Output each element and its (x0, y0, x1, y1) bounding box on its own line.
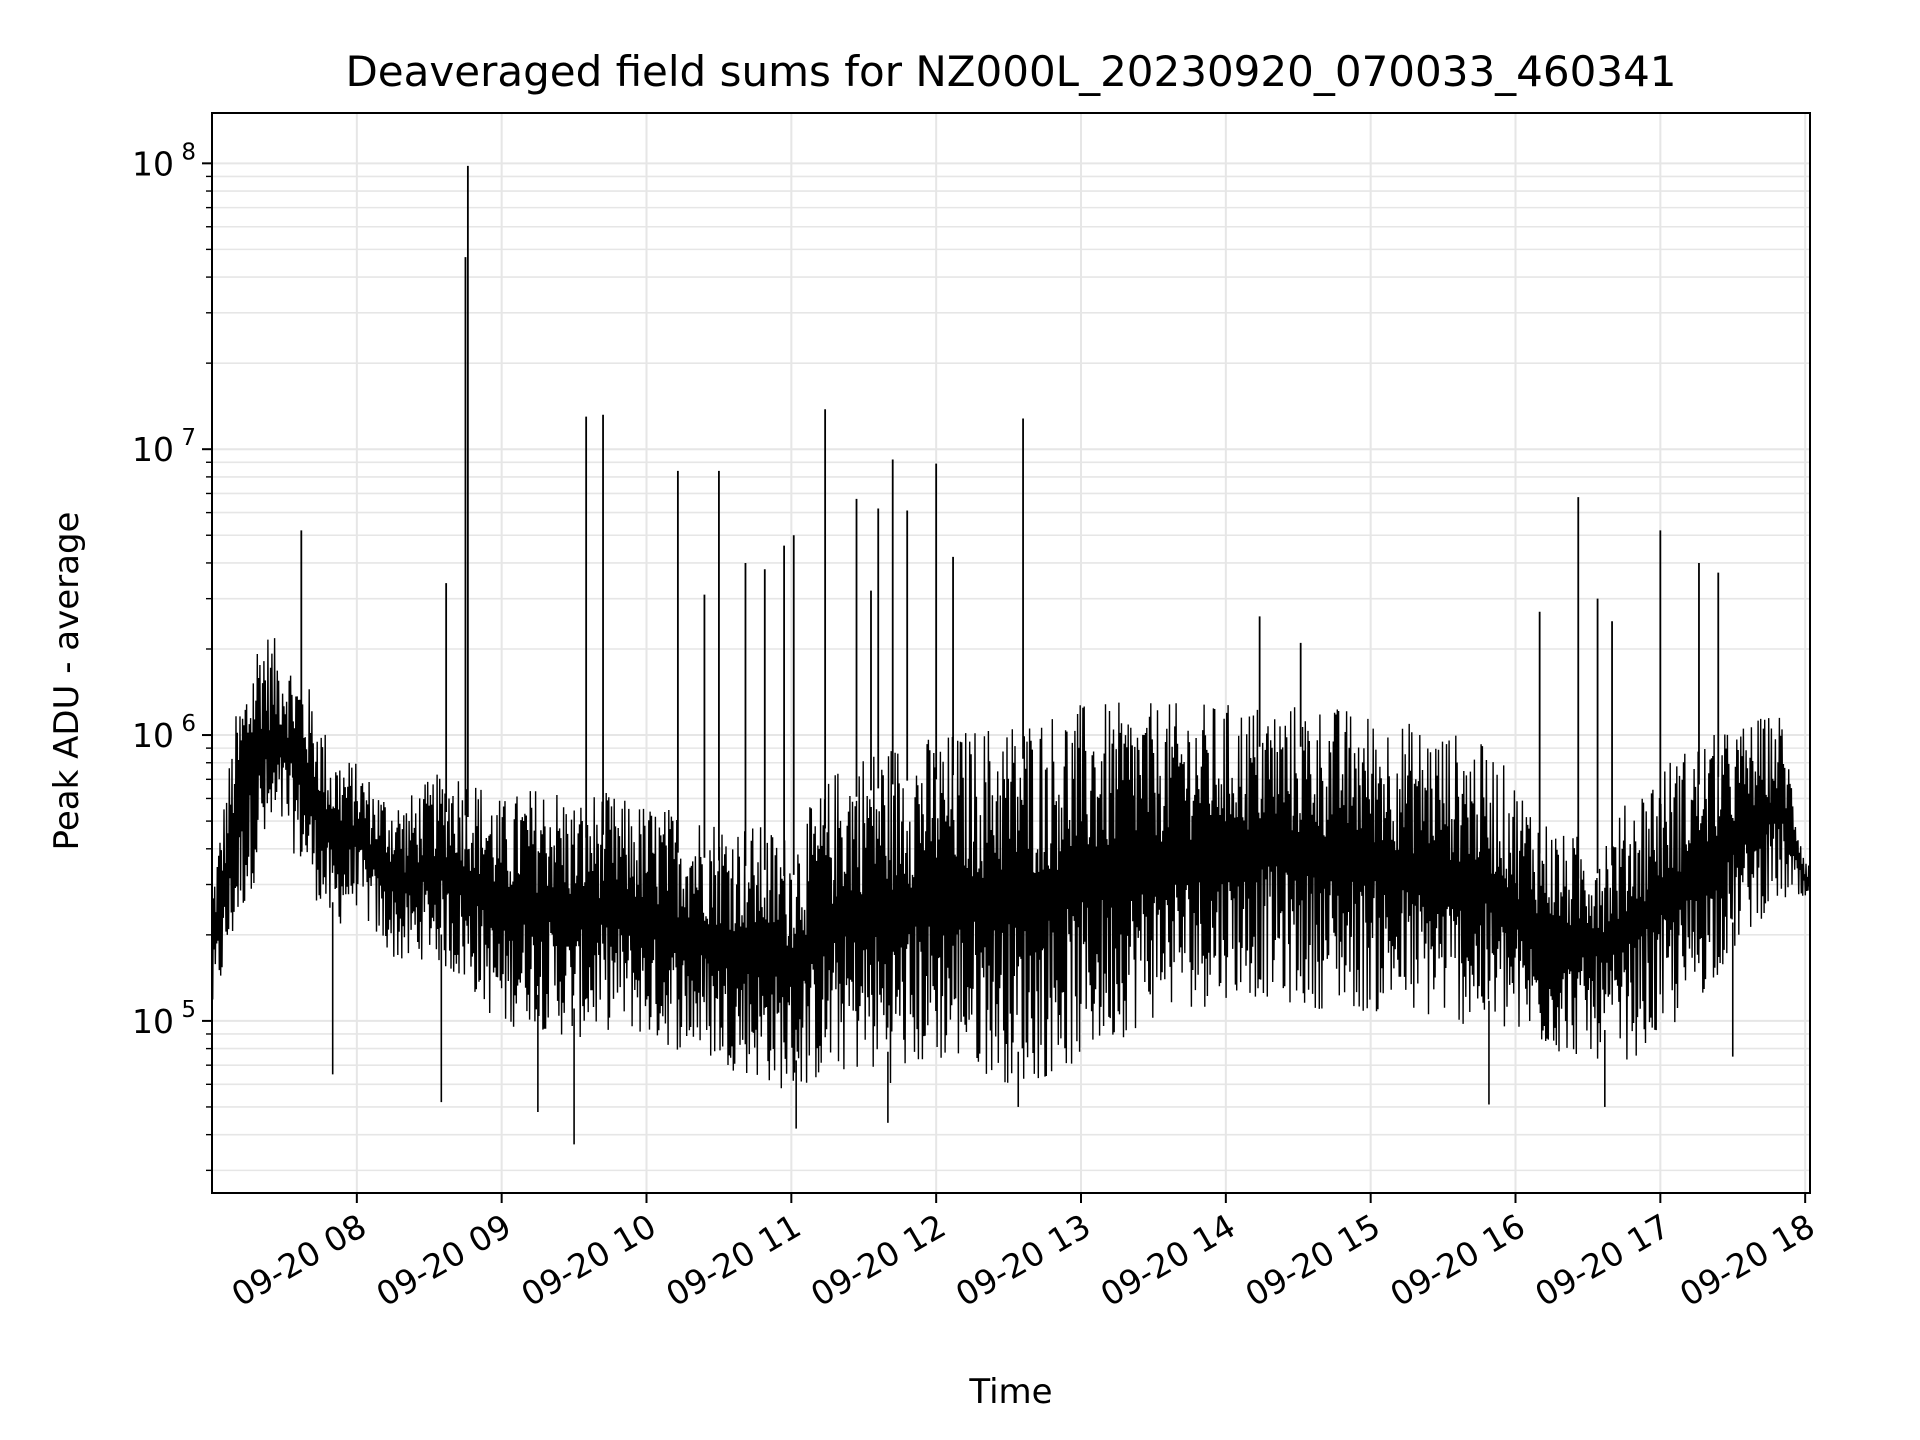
y-tick-exponent: 7 (181, 425, 196, 451)
y-tick-exponent: 8 (181, 139, 196, 165)
y-axis: 10 5 10 6 10 7 10 8 (132, 139, 212, 1172)
y-tick-label: 10 (132, 430, 174, 469)
y-tick-exponent: 6 (181, 711, 196, 737)
x-tick-label: 09-20 10 (515, 1206, 663, 1314)
y-tick-label: 10 (132, 1002, 174, 1041)
y-tick-label: 10 (132, 144, 174, 183)
x-tick-label: 09-20 14 (1094, 1206, 1242, 1314)
y-tick-label: 10 (132, 716, 174, 755)
plot-frame (211, 112, 1811, 1194)
y-axis-label: Peak ADU - average (47, 512, 87, 851)
x-tick-label: 09-20 11 (659, 1206, 807, 1314)
chart-title: Deaveraged field sums for NZ000L_2023092… (345, 47, 1676, 96)
x-tick-label: 09-20 13 (949, 1206, 1097, 1314)
y-tick-exponent: 5 (181, 997, 196, 1023)
x-axis-label: Time (968, 1372, 1052, 1412)
x-tick-label: 09-20 08 (225, 1206, 373, 1314)
series-trace (211, 638, 1811, 1089)
x-tick-label: 09-20 12 (804, 1206, 952, 1314)
x-tick-label: 09-20 18 (1673, 1206, 1821, 1314)
x-tick-label: 09-20 09 (370, 1206, 518, 1314)
series-line (211, 165, 1811, 1145)
x-tick-label: 09-20 16 (1384, 1206, 1532, 1314)
x-tick-label: 09-20 17 (1528, 1206, 1676, 1314)
x-tick-label: 09-20 15 (1239, 1206, 1387, 1314)
